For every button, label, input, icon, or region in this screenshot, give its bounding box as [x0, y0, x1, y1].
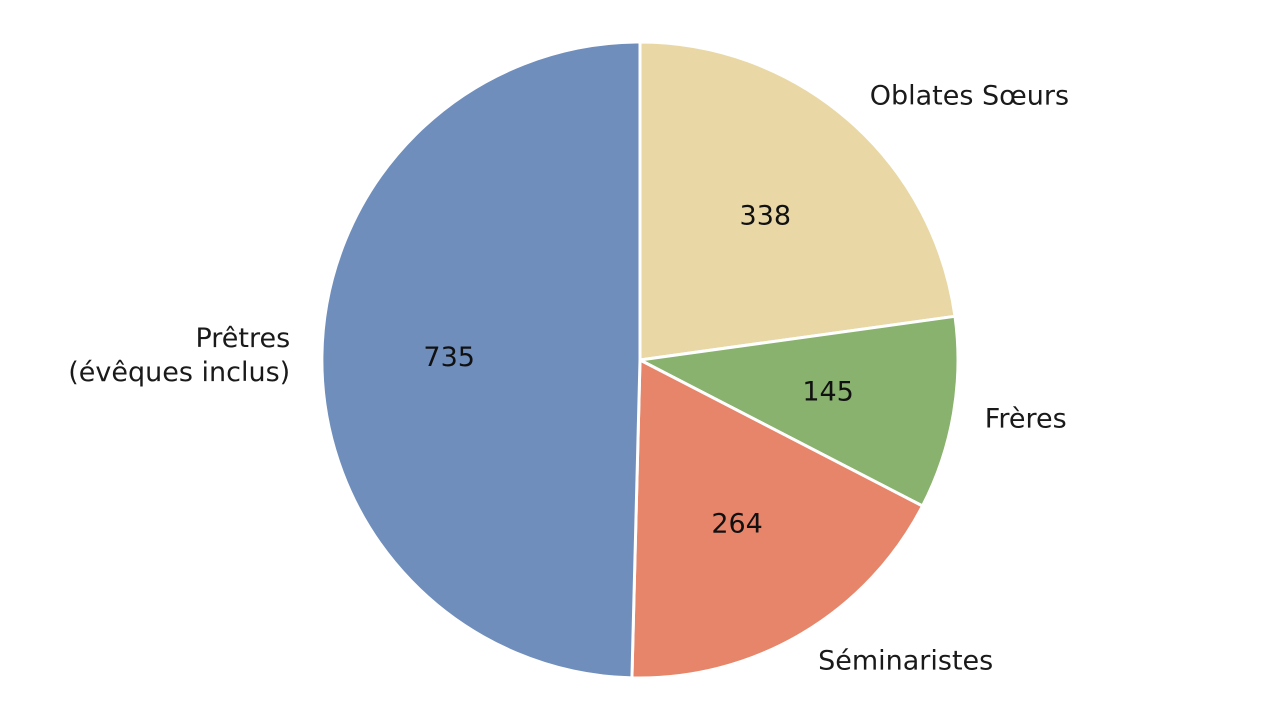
category-label-line: Frères: [985, 404, 1067, 435]
category-label-freres: Frères: [985, 404, 1067, 435]
pie-slice-oblates-soeurs: [638, 40, 957, 362]
pie-slices: [320, 40, 960, 680]
category-label-oblates-soeurs: Oblates Sœurs: [870, 81, 1069, 112]
category-label-line: Séminaristes: [818, 646, 993, 677]
pie-slice-seminaristes: [630, 358, 925, 680]
value-label-pretres: 735: [423, 342, 475, 373]
category-label-line: Oblates Sœurs: [870, 81, 1069, 112]
value-label-oblates-soeurs: 338: [740, 201, 792, 232]
pie-category-labels: Oblates Sœurs Frères Séminaristes Prêtres (é…: [68, 81, 1069, 677]
category-label-line: (évêques inclus): [68, 357, 290, 388]
pie-slice-freres: [638, 314, 960, 508]
pie-value-labels: 338 145 264 735: [423, 201, 853, 540]
value-label-freres: 145: [802, 377, 854, 408]
category-label-pretres: Prêtres (évêques inclus): [68, 323, 290, 388]
category-label-seminaristes: Séminaristes: [818, 646, 993, 677]
category-label-line: Prêtres: [195, 323, 290, 354]
pie-slice-pretres: [320, 40, 642, 680]
value-label-seminaristes: 264: [711, 509, 763, 540]
